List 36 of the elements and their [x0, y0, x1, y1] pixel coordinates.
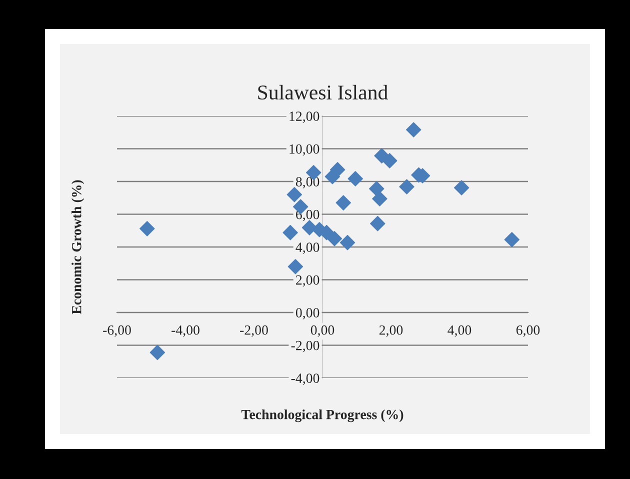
point [399, 179, 414, 194]
point [150, 344, 166, 360]
x-tick-label: -4,00 [172, 325, 200, 337]
y-tick-label: 8,00 [296, 177, 320, 188]
x-tick-label: 0,00 [310, 325, 334, 337]
point [336, 195, 352, 210]
point [370, 216, 386, 232]
point [140, 221, 155, 236]
x-tick-label: 4,00 [448, 325, 472, 337]
x-tick-label: 2,00 [379, 325, 403, 337]
y-tick-label: 4,00 [296, 242, 320, 254]
x-tick-label: 6,00 [516, 325, 540, 337]
point [330, 162, 346, 178]
y-tick-label: 10,00 [290, 144, 320, 156]
y-tick-label: 2,00 [296, 275, 320, 287]
point [454, 180, 470, 196]
point [372, 191, 388, 206]
x-tick-label: -6,00 [103, 325, 131, 337]
point [282, 224, 298, 240]
point [406, 122, 422, 138]
point [326, 231, 342, 246]
point [340, 234, 356, 250]
y-tick-label: 0,00 [296, 308, 320, 320]
y-tick-label: 12,00 [290, 112, 320, 123]
point [348, 171, 364, 186]
point [288, 259, 304, 274]
point [286, 186, 302, 202]
y-axis-title: Economic Growth (%) [72, 180, 84, 314]
x-tick-label: -2,00 [240, 325, 268, 337]
point [504, 232, 520, 248]
y-tick-label: -2,00 [291, 340, 320, 352]
point [382, 153, 398, 168]
y-tick-label: -4,00 [291, 374, 320, 385]
point [368, 181, 384, 196]
chart-title: Sulawesi Island [258, 84, 388, 100]
x-axis-title: Technological Progress (%) [241, 409, 404, 422]
